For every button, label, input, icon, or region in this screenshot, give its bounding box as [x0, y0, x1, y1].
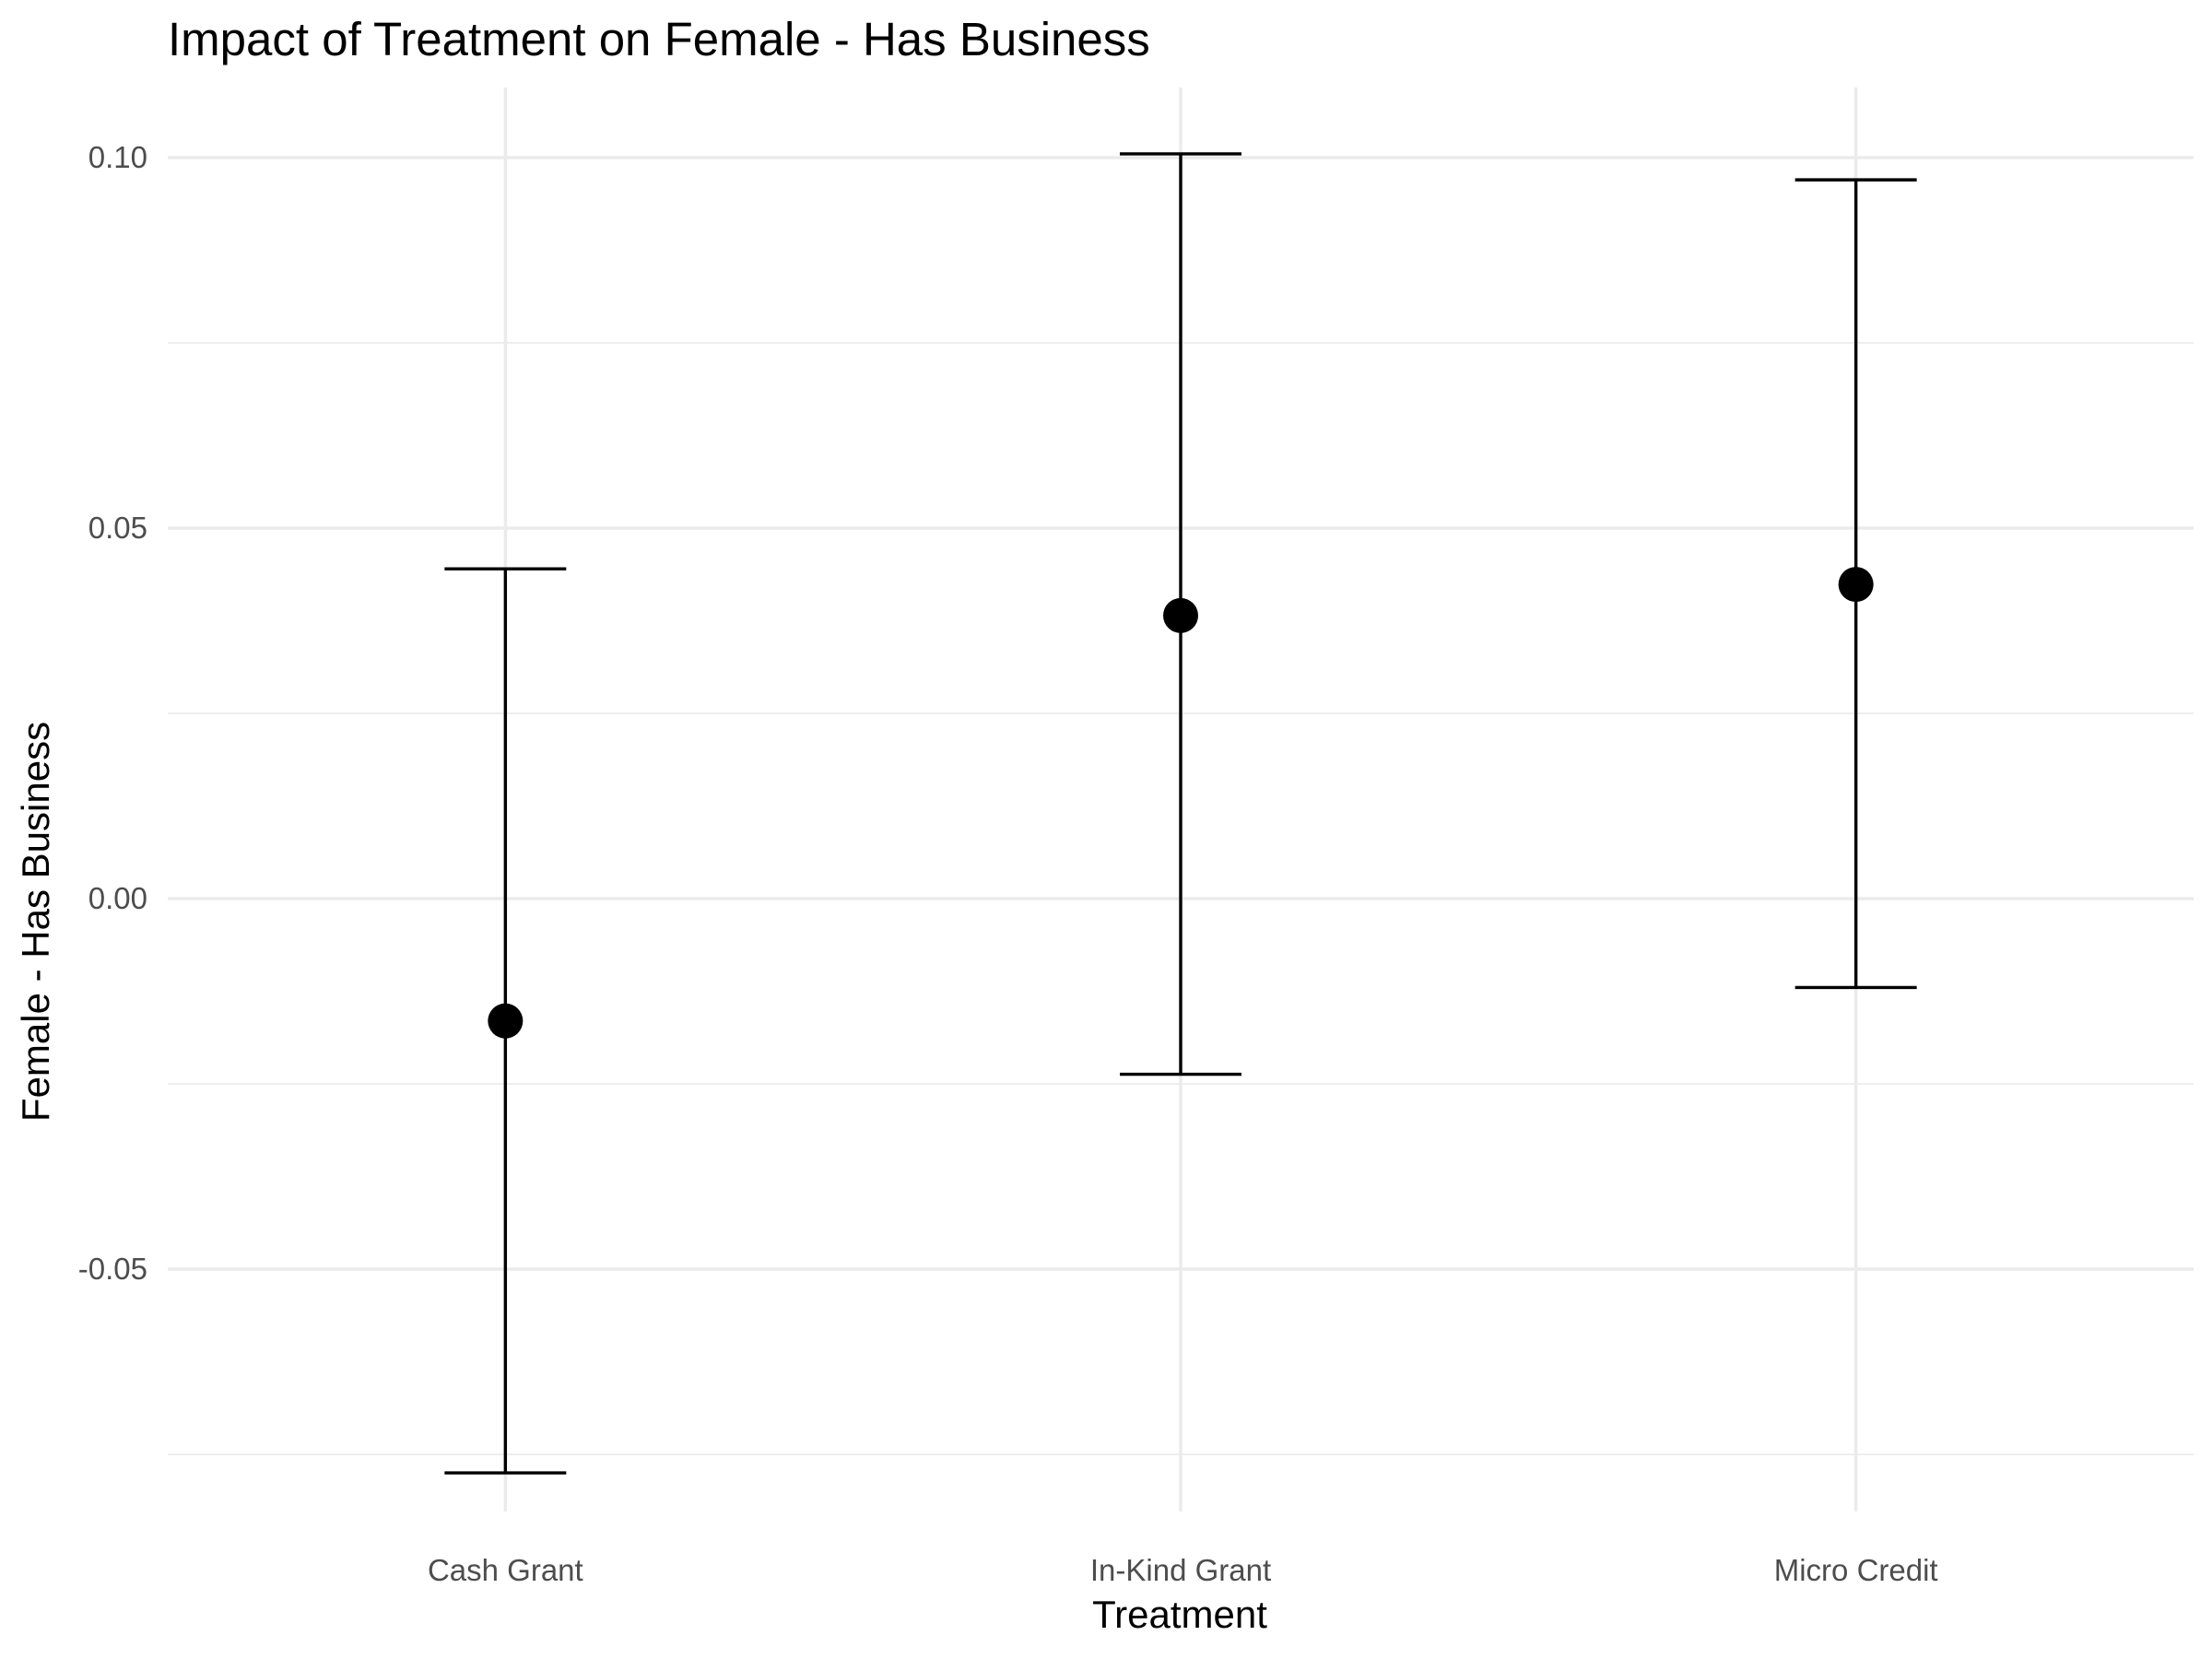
x-tick-label: Micro Credit — [1774, 1553, 1938, 1587]
data-marks — [444, 152, 1917, 1475]
point-estimate — [1163, 597, 1198, 633]
x-tick-label: Cash Grant — [428, 1553, 583, 1587]
y-tick-label: 0.00 — [88, 881, 147, 915]
chart-title: Impact of Treatment on Female - Has Busi… — [168, 13, 1150, 65]
point-estimate — [1838, 567, 1874, 603]
x-axis-ticks: Cash Grant In-Kind Grant Micro Credit — [428, 1553, 1938, 1587]
y-axis-title: Female - Has Business — [14, 722, 57, 1122]
y-axis-ticks: -0.05 0.00 0.05 0.10 — [78, 140, 147, 1286]
y-tick-label: 0.05 — [88, 511, 147, 545]
y-tick-label: 0.10 — [88, 140, 147, 174]
x-axis-title: Treatment — [1092, 1593, 1267, 1636]
x-tick-label: In-Kind Grant — [1090, 1553, 1271, 1587]
y-tick-label: -0.05 — [78, 1252, 147, 1286]
point-estimate — [488, 1003, 524, 1039]
